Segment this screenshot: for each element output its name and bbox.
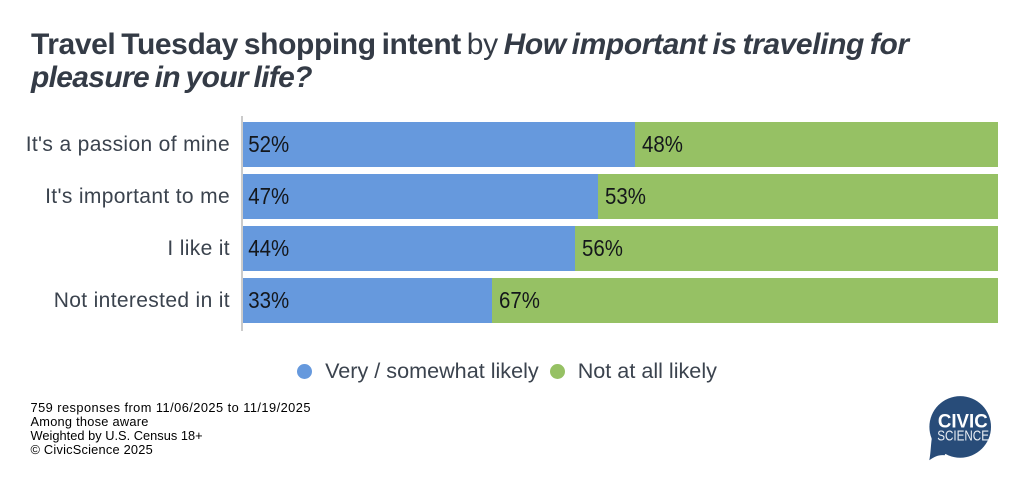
svg-text:CIVIC: CIVIC [938, 410, 988, 432]
svg-text:SCIENCE: SCIENCE [937, 428, 989, 444]
